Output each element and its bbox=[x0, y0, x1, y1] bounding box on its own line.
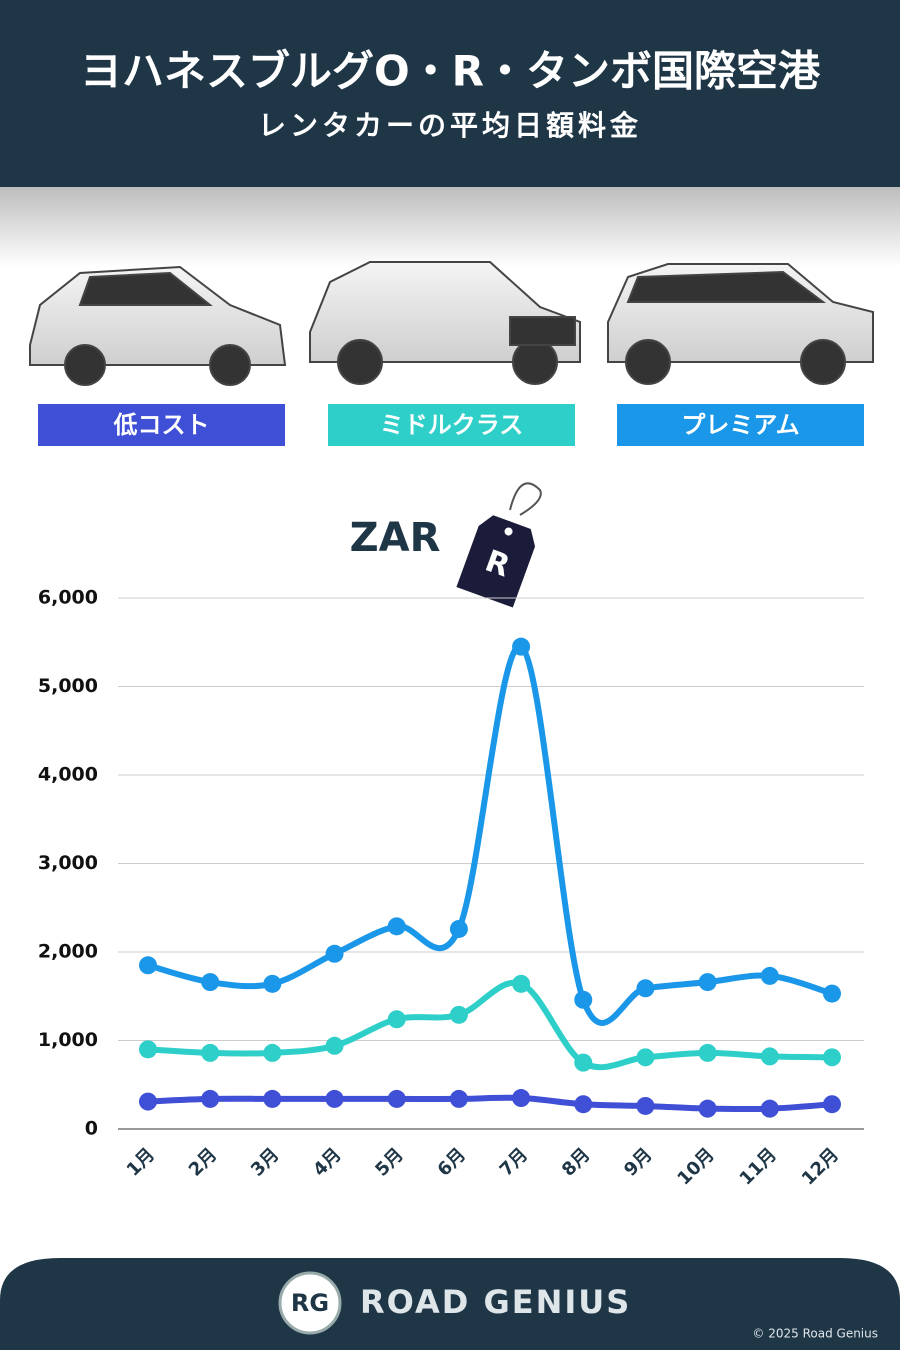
footer-band bbox=[0, 1258, 900, 1350]
data-point bbox=[387, 1089, 406, 1108]
data-point bbox=[760, 966, 779, 985]
data-point bbox=[574, 1053, 593, 1072]
data-point bbox=[636, 1048, 655, 1067]
data-point bbox=[325, 944, 344, 963]
x-tick-label: 8月 bbox=[558, 1144, 594, 1180]
data-point bbox=[263, 974, 282, 993]
title: ヨハネスブルグO・R・タンボ国際空港 bbox=[80, 47, 821, 96]
x-tick-label: 7月 bbox=[496, 1144, 532, 1180]
subtitle: レンタカーの平均日額料金 bbox=[258, 109, 642, 142]
y-tick-label: 3,000 bbox=[38, 852, 98, 874]
legend-label: プレミアム bbox=[681, 411, 799, 439]
series-line bbox=[147, 979, 833, 1071]
data-point bbox=[325, 1089, 344, 1108]
y-tick-label: 2,000 bbox=[38, 941, 98, 963]
legend-label: ミドルクラス bbox=[380, 411, 524, 439]
price-tag: R bbox=[456, 482, 542, 608]
data-point bbox=[139, 1040, 157, 1059]
data-point bbox=[201, 1043, 220, 1062]
series-line bbox=[147, 643, 833, 1026]
data-point bbox=[449, 919, 468, 938]
legend-swatch bbox=[617, 404, 864, 446]
data-point bbox=[325, 1036, 344, 1055]
logo-circle bbox=[278, 1271, 342, 1335]
data-point bbox=[512, 974, 531, 993]
data-point bbox=[698, 1043, 717, 1062]
data-point bbox=[636, 1096, 655, 1115]
data-point bbox=[636, 979, 655, 998]
brand: ROAD GENIUS bbox=[360, 1283, 631, 1321]
series-line bbox=[147, 1094, 833, 1113]
data-point bbox=[512, 637, 531, 656]
y-tick-label: 5,000 bbox=[38, 675, 98, 697]
data-point bbox=[823, 1095, 841, 1114]
x-tick-label: 11月 bbox=[736, 1144, 781, 1189]
data-point bbox=[760, 1047, 779, 1066]
x-tick-label: 12月 bbox=[798, 1144, 843, 1189]
legend-swatch bbox=[38, 404, 285, 446]
y-tick-label: 0 bbox=[85, 1118, 98, 1140]
car-images bbox=[29, 261, 874, 386]
y-tick-label: 4,000 bbox=[38, 764, 98, 786]
header-band bbox=[0, 0, 900, 187]
data-point bbox=[574, 990, 593, 1009]
brand-logo: RG bbox=[291, 1289, 329, 1317]
data-point bbox=[449, 1005, 468, 1024]
x-tick-label: 10月 bbox=[673, 1144, 718, 1189]
y-tick-label: 1,000 bbox=[38, 1029, 98, 1051]
x-tick-label: 4月 bbox=[309, 1144, 345, 1180]
data-point bbox=[387, 1010, 406, 1029]
data-point bbox=[139, 956, 157, 975]
data-point bbox=[698, 973, 717, 992]
data-point bbox=[263, 1089, 282, 1108]
data-point bbox=[574, 1095, 593, 1114]
data-point bbox=[449, 1089, 468, 1108]
data-point bbox=[139, 1092, 157, 1111]
data-point bbox=[512, 1089, 531, 1108]
copyright: © 2025 Road Genius bbox=[752, 1327, 878, 1341]
header-shadow bbox=[0, 187, 900, 267]
x-tick-label: 3月 bbox=[247, 1144, 283, 1180]
legend-label: 低コスト bbox=[113, 411, 210, 439]
unit-label: ZAR bbox=[350, 515, 441, 561]
x-tick-label: 5月 bbox=[371, 1144, 407, 1180]
legend-swatch bbox=[328, 404, 575, 446]
data-point bbox=[760, 1099, 779, 1118]
data-point bbox=[387, 917, 406, 936]
x-tick-label: 1月 bbox=[123, 1144, 159, 1180]
data-point bbox=[263, 1043, 282, 1062]
data-point bbox=[201, 973, 220, 992]
y-tick-label: 6,000 bbox=[38, 587, 98, 609]
x-tick-label: 6月 bbox=[434, 1144, 470, 1180]
data-point bbox=[823, 1048, 841, 1067]
data-point bbox=[698, 1099, 717, 1118]
data-point bbox=[201, 1089, 220, 1108]
data-point bbox=[823, 984, 841, 1003]
x-tick-label: 9月 bbox=[620, 1144, 656, 1180]
x-tick-label: 2月 bbox=[185, 1144, 221, 1180]
